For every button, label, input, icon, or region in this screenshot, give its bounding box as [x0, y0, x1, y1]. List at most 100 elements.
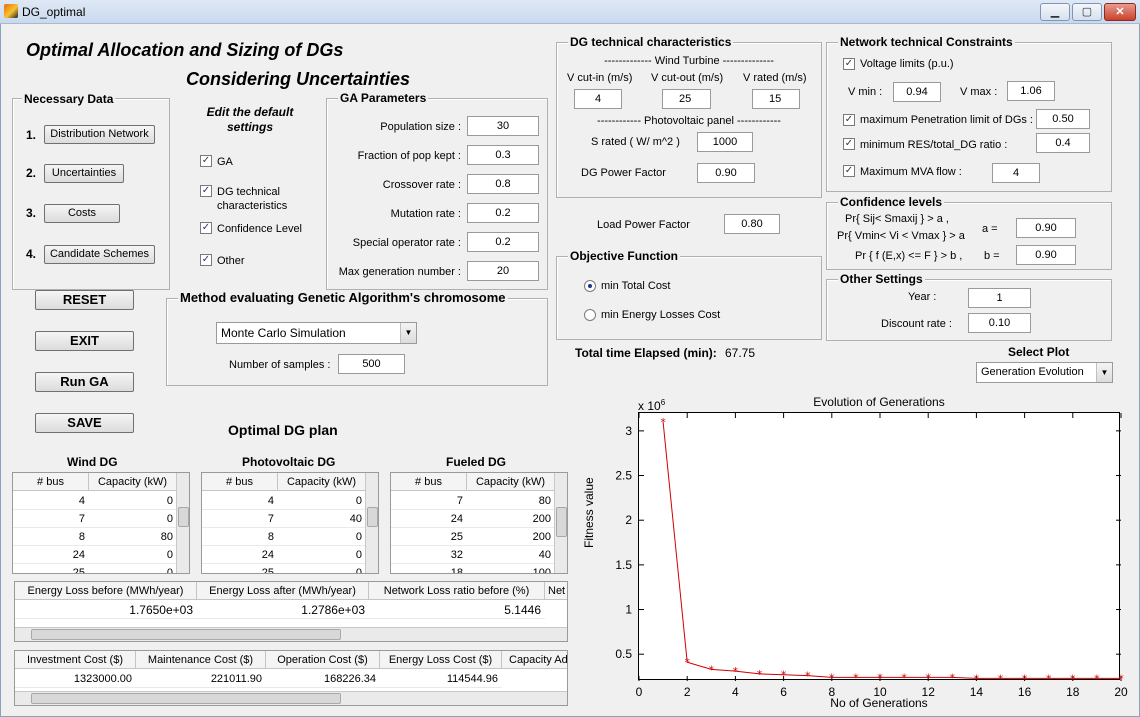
- table-cell: 0: [278, 546, 366, 564]
- fraction-pop-kept-input[interactable]: 0.3: [467, 145, 539, 165]
- y-tick-label: 2.5: [615, 469, 632, 483]
- fueled-table-scrollbar[interactable]: [554, 473, 567, 573]
- loss-table[interactable]: Energy Loss before (MWh/year) Energy Los…: [14, 581, 568, 642]
- res-ratio-checkbox[interactable]: ✓: [843, 138, 855, 150]
- loss-table-header: Net: [545, 582, 567, 600]
- confidence-level-checkbox[interactable]: ✓: [200, 222, 212, 234]
- v-rated-label: V rated (m/s): [743, 72, 807, 84]
- table-cell: 5.1446: [369, 601, 545, 619]
- data-point: *: [1022, 672, 1028, 685]
- cost-table-hscrollbar[interactable]: [15, 691, 567, 705]
- other-checkbox[interactable]: ✓: [200, 254, 212, 266]
- close-button[interactable]: ✕: [1104, 3, 1136, 21]
- load-power-factor-input[interactable]: 0.80: [724, 214, 780, 234]
- costs-button[interactable]: Costs: [44, 204, 120, 223]
- y-axis-label: Fitness value: [582, 477, 596, 548]
- table-cell: 7: [202, 510, 278, 528]
- max-mva-flow-checkbox[interactable]: ✓: [843, 165, 855, 177]
- dg-technical-checkbox[interactable]: ✓: [200, 185, 212, 197]
- edit-defaults-title-line1: Edit the default: [206, 105, 294, 119]
- ga-checkbox[interactable]: ✓: [200, 155, 212, 167]
- voltage-limits-checkbox[interactable]: ✓: [843, 58, 855, 70]
- step-number-2: 2.: [26, 166, 37, 180]
- min-energy-losses-radio[interactable]: [584, 309, 596, 321]
- edit-defaults-title-line2: settings: [226, 120, 273, 134]
- samples-label: Number of samples :: [229, 359, 331, 371]
- min-total-cost-radio[interactable]: [584, 280, 596, 292]
- chevron-down-icon: ▼: [1096, 363, 1112, 382]
- candidate-schemes-button[interactable]: Candidate Schemes: [44, 245, 155, 264]
- year-input[interactable]: 1: [968, 288, 1031, 308]
- title-bar: DG_optimal ▁ ▢ ✕: [0, 0, 1140, 24]
- method-dropdown[interactable]: Monte Carlo Simulation ▼: [216, 322, 417, 344]
- minimize-button[interactable]: ▁: [1040, 3, 1070, 21]
- special-operator-rate-input[interactable]: 0.2: [467, 232, 539, 252]
- vmin-input[interactable]: 0.94: [893, 82, 941, 102]
- distribution-network-button[interactable]: Distribution Network: [44, 125, 155, 144]
- wind-table-scrollbar[interactable]: [176, 473, 189, 573]
- mutation-rate-input[interactable]: 0.2: [467, 203, 539, 223]
- wind-capacity-header: Capacity (kW): [89, 473, 177, 491]
- data-point: *: [925, 671, 931, 684]
- population-size-input[interactable]: 30: [467, 116, 539, 136]
- max-generation-input[interactable]: 20: [467, 261, 539, 281]
- population-size-label: Population size :: [380, 121, 461, 133]
- b-input[interactable]: 0.90: [1016, 245, 1076, 265]
- y-tick-label: 1: [625, 603, 632, 617]
- cost-table-header: Energy Loss Cost ($): [380, 651, 502, 669]
- confidence-panel: [826, 202, 1112, 270]
- v-rated-input[interactable]: 15: [752, 89, 800, 109]
- wind-dg-table[interactable]: # bus Capacity (kW) 4 0 7 0 8 80 24 0 25…: [12, 472, 190, 574]
- table-cell: 25: [202, 564, 278, 573]
- save-button[interactable]: SAVE: [35, 413, 134, 433]
- run-ga-button[interactable]: Run GA: [35, 372, 134, 392]
- chevron-down-icon: ▼: [400, 323, 416, 343]
- select-plot-value: Generation Evolution: [981, 366, 1084, 378]
- s-rated-input[interactable]: 1000: [697, 132, 753, 152]
- table-cell: 1.2786e+03: [197, 601, 369, 619]
- elapsed-time-value: 67.75: [725, 346, 756, 360]
- wind-turbine-header: ------------- Wind Turbine -------------…: [604, 55, 774, 67]
- maximize-button[interactable]: ▢: [1072, 3, 1102, 21]
- select-plot-dropdown[interactable]: Generation Evolution ▼: [976, 362, 1113, 383]
- samples-input[interactable]: 500: [338, 354, 405, 374]
- y-multiplier-exponent: 6: [660, 398, 666, 407]
- loss-table-hscrollbar[interactable]: [15, 627, 567, 641]
- dg-technical-title: DG technical characteristics: [568, 35, 734, 49]
- wind-dg-title: Wind DG: [67, 455, 118, 469]
- vmax-input[interactable]: 1.06: [1007, 81, 1055, 101]
- main-title-line2: Considering Uncertainties: [186, 69, 411, 89]
- data-point: *: [660, 416, 666, 429]
- special-operator-rate-label: Special operator rate :: [352, 237, 461, 249]
- b-label: b =: [984, 250, 1000, 262]
- cost-table[interactable]: Investment Cost ($) Maintenance Cost ($)…: [14, 650, 568, 706]
- dg-power-factor-label: DG Power Factor: [581, 167, 666, 179]
- a-input[interactable]: 0.90: [1016, 218, 1076, 238]
- max-mva-flow-input[interactable]: 4: [992, 163, 1040, 183]
- dg-technical-checkbox-label: DG technical: [217, 186, 280, 198]
- table-cell: 7: [13, 510, 89, 528]
- photovoltaic-header: ------------ Photovoltaic panel --------…: [597, 115, 781, 127]
- fueled-dg-table[interactable]: # bus Capacity (kW) 7 80 24 200 25 200 3…: [390, 472, 568, 574]
- confidence-level-checkbox-label: Confidence Level: [217, 223, 303, 235]
- table-cell: 25: [391, 528, 467, 546]
- ga-parameters-title: GA Parameters: [338, 91, 429, 105]
- penetration-limit-input[interactable]: 0.50: [1036, 109, 1090, 129]
- pv-table-scrollbar[interactable]: [365, 473, 378, 573]
- photovoltaic-dg-table[interactable]: # bus Capacity (kW) 4 0 7 40 8 0 24 0 25…: [201, 472, 379, 574]
- dg-power-factor-input[interactable]: 0.90: [697, 163, 755, 183]
- v-cut-out-input[interactable]: 25: [662, 89, 711, 109]
- table-cell: 168226.34: [266, 670, 380, 688]
- v-cut-in-input[interactable]: 4: [574, 89, 622, 109]
- table-cell: 4: [202, 492, 278, 510]
- reset-button[interactable]: RESET: [35, 290, 134, 310]
- s-rated-label: S rated ( W/ m^2 ): [591, 136, 680, 148]
- data-point: *: [757, 668, 763, 681]
- discount-rate-input[interactable]: 0.10: [968, 313, 1031, 333]
- res-ratio-input[interactable]: 0.4: [1036, 133, 1090, 153]
- penetration-limit-checkbox[interactable]: ✓: [843, 114, 855, 126]
- uncertainties-button[interactable]: Uncertainties: [44, 164, 124, 183]
- y-multiplier-base: x 10: [638, 399, 661, 413]
- crossover-rate-input[interactable]: 0.8: [467, 174, 539, 194]
- exit-button[interactable]: EXIT: [35, 331, 134, 351]
